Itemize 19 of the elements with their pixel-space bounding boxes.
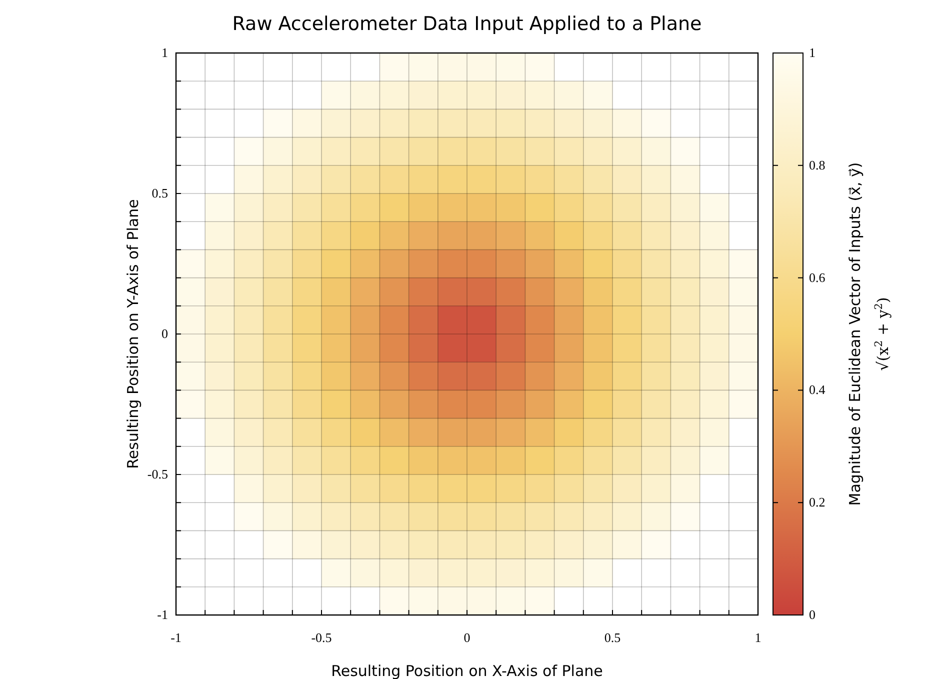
y-tick-label: 1 [162, 45, 168, 60]
color-bar-label: 0.2 [809, 494, 826, 510]
color-bar-label: 0 [809, 607, 816, 622]
color-bar-label: 1 [809, 45, 816, 60]
color-bar-label: 0.4 [809, 382, 826, 398]
color-bar-title: Magnitude of Euclidean Vector of Inputs (x⃗, y⃗) [846, 162, 864, 506]
color-bar-label: 0.6 [809, 270, 826, 285]
x-tick-label: 1 [754, 630, 762, 645]
chart-title: Raw Accelerometer Data Input Applied to a Plane [232, 13, 702, 35]
y-tick-label: -1 [157, 607, 168, 622]
y-tick-label: -0.5 [147, 466, 168, 482]
x-axis-title: Resulting Position on X-Axis of Plane [331, 662, 603, 679]
x-tick-label: 0 [464, 630, 470, 645]
y-tick-label: 0 [162, 326, 168, 341]
x-tick-label: -0.5 [311, 630, 332, 645]
y-axis-title: Resulting Position on Y-Axis of Plane [124, 199, 142, 469]
color-bar-label: 0.8 [809, 157, 826, 172]
y-tick-label: 0.5 [152, 186, 168, 200]
x-tick-label: 0.5 [604, 630, 621, 645]
